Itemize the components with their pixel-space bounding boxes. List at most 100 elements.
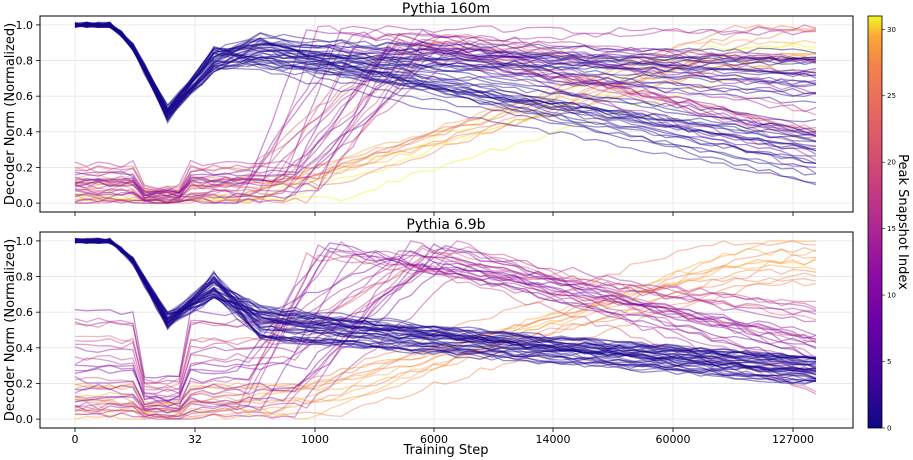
series-line (74, 241, 817, 371)
series-line (74, 240, 817, 397)
series-line (74, 262, 817, 410)
series-line (74, 237, 817, 372)
series-line (74, 23, 817, 137)
series-line (74, 29, 817, 196)
series-line (74, 238, 817, 385)
series-line (74, 240, 817, 414)
colorbar-gradient (867, 15, 883, 429)
series-line (74, 237, 817, 383)
series-line (74, 46, 817, 194)
series-line (74, 21, 817, 136)
series-line (74, 241, 817, 359)
series-line (74, 238, 817, 380)
series-line (74, 40, 817, 204)
x-axis-tick-marks (74, 212, 794, 216)
series-line (74, 21, 817, 184)
series-line (74, 51, 817, 197)
series-line (74, 244, 817, 384)
series-line (74, 237, 817, 370)
series-line (74, 250, 817, 379)
colorbar-tick-label: 30 (887, 26, 896, 34)
series-line (74, 47, 817, 194)
series-line (74, 24, 817, 119)
colorbar-tick-label: 0 (887, 425, 891, 433)
series-layer (74, 21, 817, 204)
series-line (74, 31, 817, 198)
series-line (74, 239, 817, 371)
y-tick-label: 0.0 (16, 413, 34, 426)
series-line (74, 23, 817, 134)
y-axis-label: Decoder Norm (Normalized) (3, 239, 18, 421)
x-tick-label: 32 (188, 433, 202, 446)
series-line (74, 253, 817, 418)
series-line (74, 239, 817, 379)
series-line (74, 46, 817, 197)
series-line (74, 44, 817, 190)
colorbar: 0 5 10 15 20 25 30 Peak Snapshot Index (867, 15, 910, 433)
series-line (74, 247, 817, 408)
series-line (75, 250, 817, 389)
colorbar-tick-label: 5 (887, 358, 891, 366)
y-tick-label: 0.4 (16, 342, 34, 355)
series-line (74, 276, 817, 414)
y-tick-label: 0.2 (16, 161, 34, 174)
series-line (74, 21, 817, 123)
x-tick-label: 127000 (772, 433, 814, 446)
series-line (74, 23, 817, 107)
colorbar-ticks: 0 5 10 15 20 25 30 (882, 26, 896, 433)
series-line (74, 259, 817, 406)
series-line (74, 24, 817, 123)
series-line (74, 247, 817, 420)
series-line (74, 250, 817, 410)
series-line (74, 26, 817, 193)
series-line (74, 238, 817, 359)
series-line (74, 238, 817, 367)
series-line (74, 238, 817, 373)
series-line (74, 21, 817, 119)
y-tick-label: 0.2 (16, 377, 34, 390)
series-line (74, 42, 817, 203)
series-line (74, 22, 817, 164)
series-line (74, 238, 817, 384)
series-line (74, 34, 817, 204)
series-line (74, 21, 817, 113)
series-line (74, 23, 817, 121)
series-line (74, 256, 817, 384)
series-line (74, 32, 817, 204)
series-line (74, 238, 817, 370)
series-line (74, 22, 817, 142)
series-line (74, 53, 817, 204)
series-layer (74, 237, 817, 420)
series-line (74, 22, 817, 114)
series-line (74, 22, 817, 118)
series-line (74, 253, 817, 414)
series-line (74, 55, 817, 194)
series-line (74, 22, 817, 150)
series-line (74, 239, 817, 360)
series-line (74, 239, 817, 368)
series-line (74, 238, 817, 361)
series-line (74, 238, 817, 385)
panel-pythia-160m: Pythia 160m 0.0 0.2 0.4 0.6 0.8 1.0 Decoder N… (3, 1, 854, 216)
panel-pythia-6.9b: Pythia 6.9b 0.0 0.2 0.4 0.6 0.8 1.0 0 32 1000 60… (3, 217, 854, 458)
x-tick-label: 0 (72, 433, 79, 446)
series-line (74, 247, 817, 408)
series-line (74, 272, 817, 420)
series-line (74, 22, 817, 152)
series-line (74, 22, 817, 111)
series-line (74, 250, 817, 392)
series-line (74, 268, 817, 414)
series-line (74, 29, 817, 204)
colorbar-label: Peak Snapshot Index (895, 154, 910, 290)
x-axis-label: Training Step (402, 443, 488, 458)
series-line (74, 237, 817, 373)
panel-title: Pythia 160m (402, 1, 490, 17)
series-line (74, 23, 817, 112)
series-line (74, 265, 817, 393)
series-line (74, 22, 817, 143)
series-line (74, 39, 817, 204)
series-line (74, 22, 817, 152)
y-tick-label: 0.8 (16, 55, 34, 68)
series-line (74, 279, 817, 407)
